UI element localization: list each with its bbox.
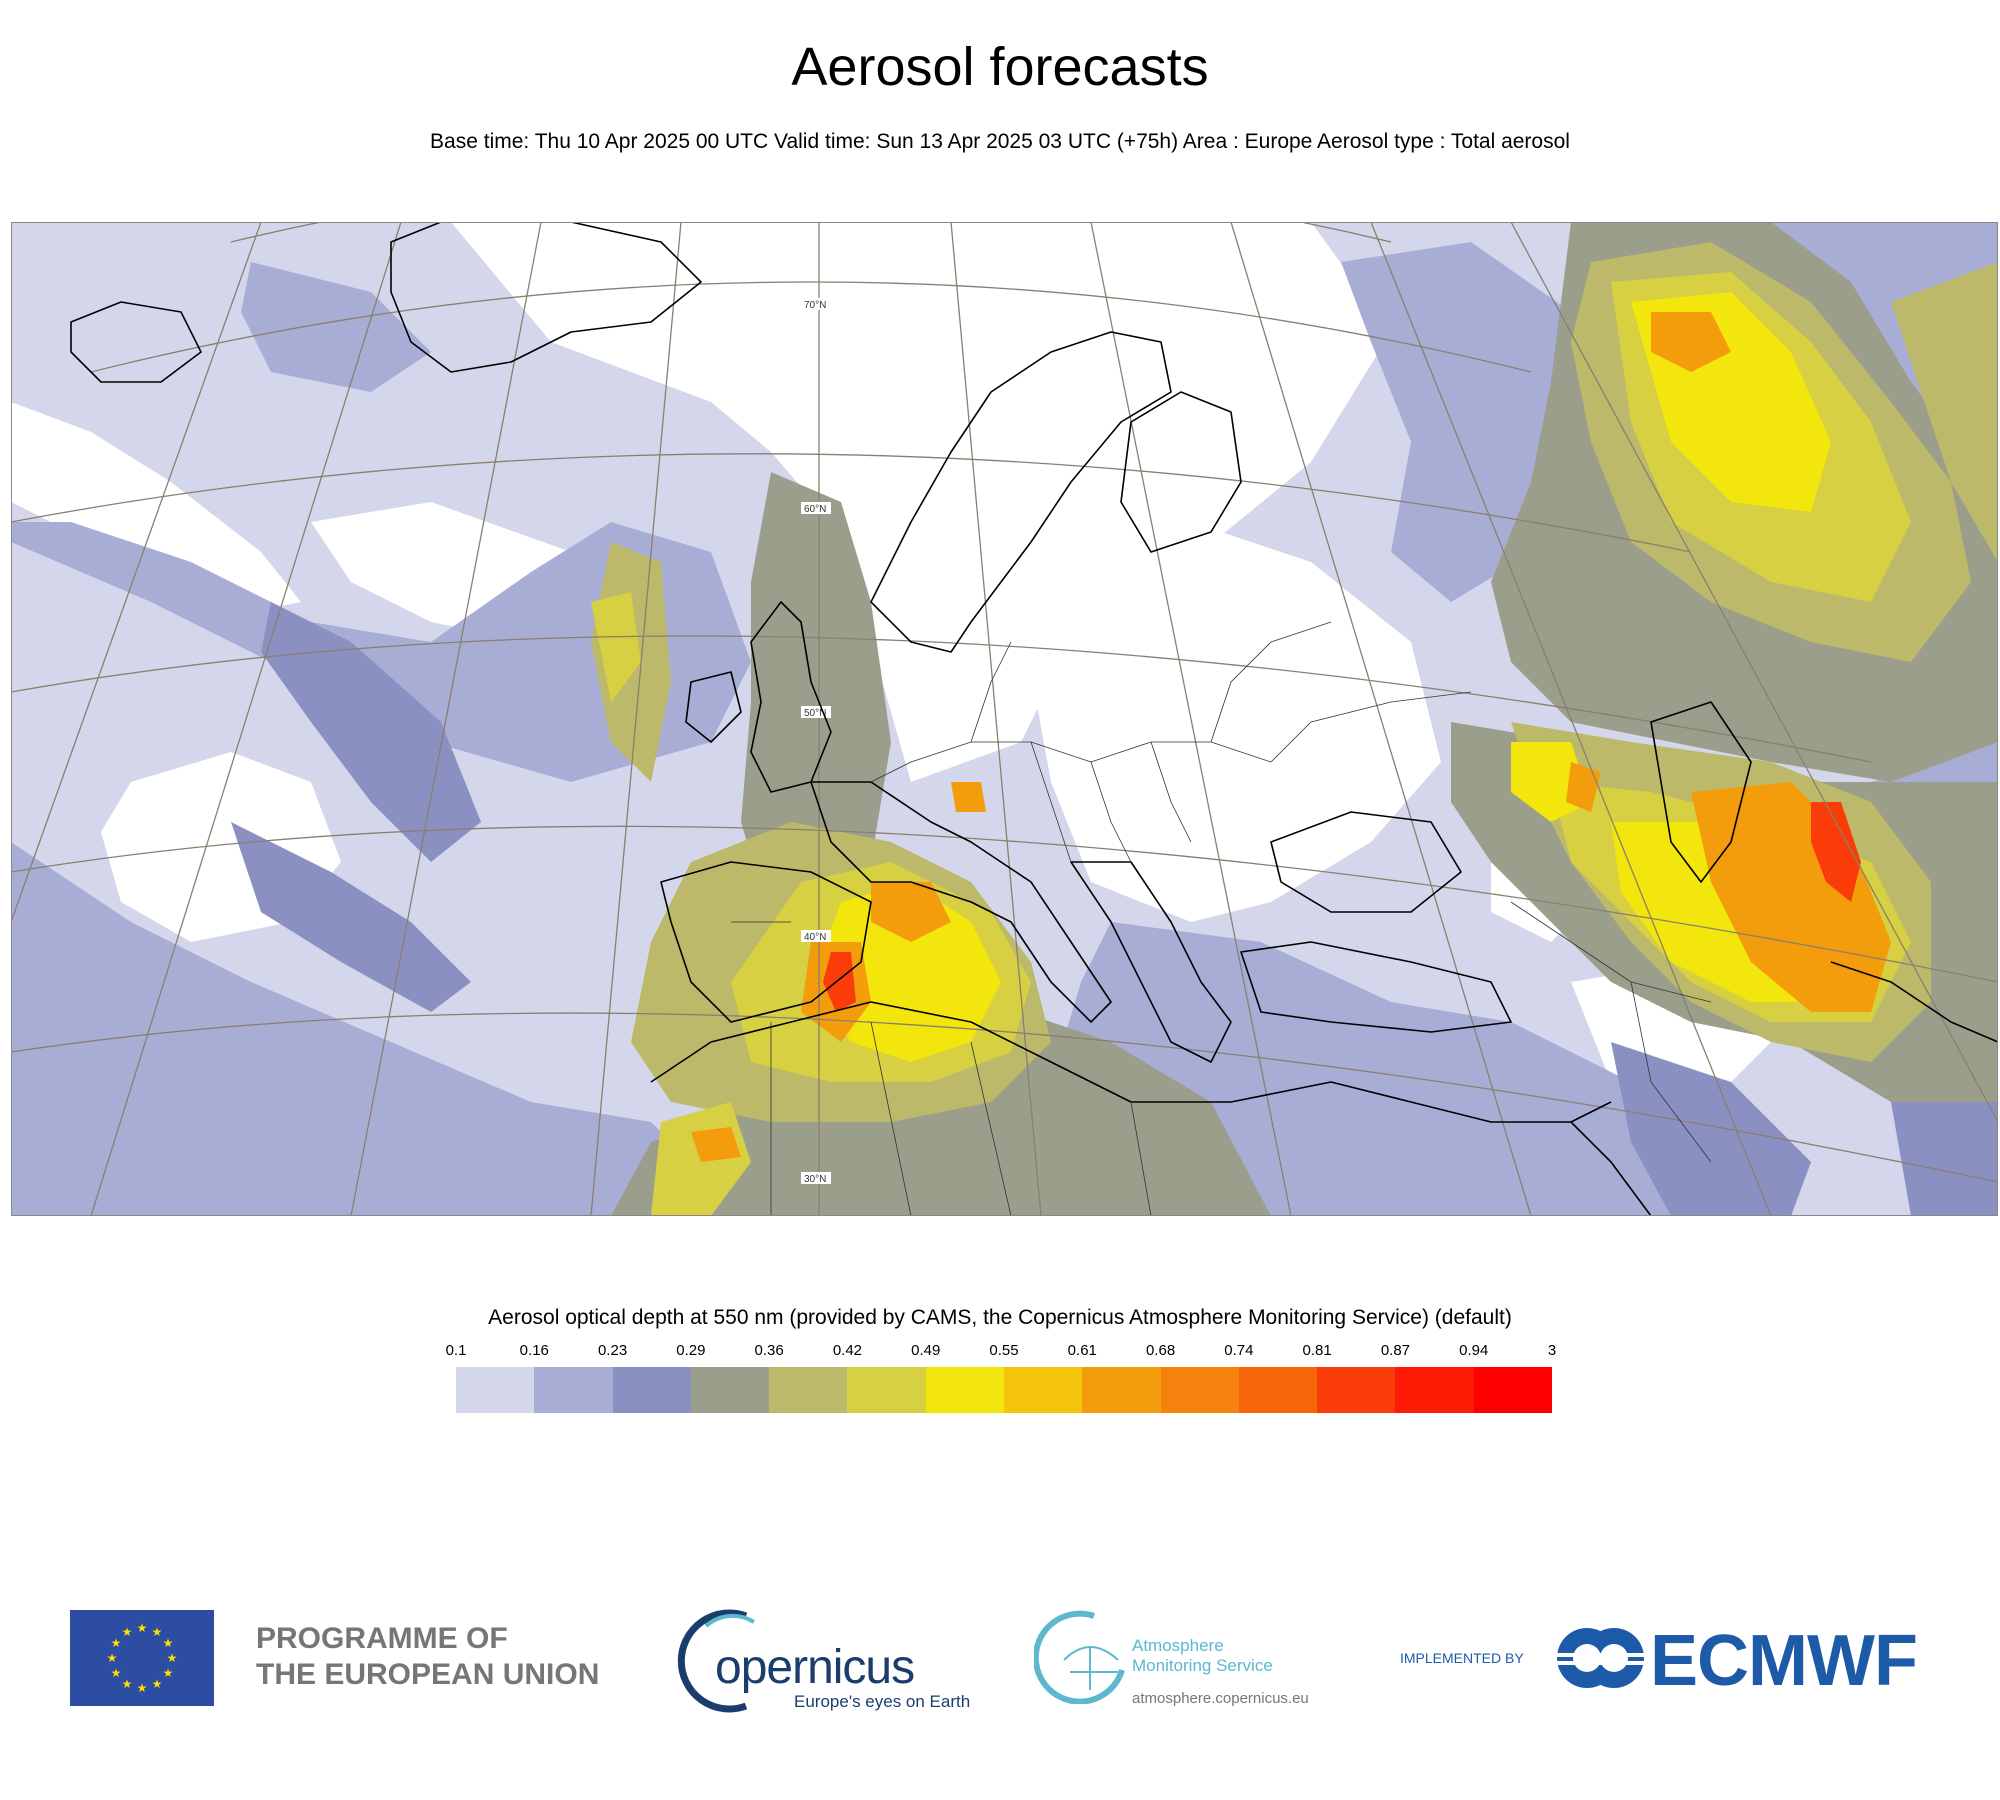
coast-iceland: [70, 301, 202, 383]
aod-high-areas: [823, 802, 1861, 1012]
legend-tick-label: 0.68: [1145, 1342, 1176, 1359]
cams-globe-icon: [1034, 1610, 1125, 1704]
coast-caspian: [1650, 701, 1752, 883]
legend-swatch: [1238, 1367, 1318, 1413]
legend-swatch: [1160, 1367, 1239, 1413]
svg-text:★: ★: [167, 1651, 178, 1665]
legend-swatch: [1395, 1367, 1474, 1413]
lat-label-70: 70°N: [804, 300, 826, 311]
graticule: [11, 222, 1998, 1216]
legend-title: Aerosol optical depth at 550 nm (provide…: [488, 1306, 1512, 1329]
country-borders: [731, 621, 1712, 1216]
ecmwf-mark-icon: [1554, 1628, 1646, 1688]
legend-swatch: [1082, 1367, 1161, 1413]
svg-text:★: ★: [107, 1651, 118, 1665]
coast-greenland: [390, 222, 702, 373]
legend-tick-label: 0.87: [1380, 1342, 1411, 1359]
legend-tick-label: 0.55: [989, 1342, 1019, 1359]
svg-text:★: ★: [152, 1625, 163, 1639]
cams-url: atmosphere.copernicus.eu: [1132, 1690, 1309, 1707]
lat-label-40: 40°N: [804, 932, 826, 943]
coast-ireland: [685, 671, 742, 743]
legend-tick-label: 0.16: [519, 1342, 549, 1359]
legend-swatch: [847, 1367, 926, 1413]
legend-tick-label: 3: [1547, 1342, 1557, 1359]
page-title: Aerosol forecasts: [791, 37, 1209, 97]
coast-scandinavia: [870, 331, 1172, 653]
legend-tick-label: 0.49: [911, 1342, 941, 1359]
legend-tick-label: 0.29: [676, 1342, 706, 1359]
coast-britain: [750, 601, 832, 793]
legend-tick-label: 0.81: [1302, 1342, 1332, 1359]
lat-label-50: 50°N: [804, 708, 826, 719]
legend-tick-label: 0.61: [1067, 1342, 1097, 1359]
lat-label-60: 60°N: [804, 504, 826, 515]
legend-tick-label: 0.74: [1224, 1342, 1254, 1359]
coast-iberia: [660, 861, 872, 1023]
svg-text:★: ★: [111, 1636, 122, 1650]
svg-text:★: ★: [122, 1677, 133, 1691]
eu-flag-logo: ★ ★ ★ ★ ★ ★ ★ ★ ★ ★ ★ ★: [70, 1610, 214, 1706]
copernicus-wordmark: opernicus: [715, 1641, 915, 1694]
ecmwf-wordmark: ECMWF: [1650, 1621, 1918, 1701]
cams-line2: Monitoring Service: [1132, 1656, 1273, 1675]
legend-color-bar: [456, 1367, 1552, 1413]
forecast-subtitle: Base time: Thu 10 Apr 2025 00 UTC Valid …: [430, 130, 1570, 153]
lat-label-box-70: [801, 298, 831, 310]
coast-turkey: [1240, 941, 1512, 1033]
coast-france-italy: [810, 781, 1112, 1023]
legend-swatch: [1003, 1367, 1083, 1413]
svg-text:★: ★: [111, 1666, 122, 1680]
coast-balkans-greece: [1070, 861, 1232, 1063]
svg-text:★: ★: [137, 1621, 148, 1635]
legend-swatch: [690, 1367, 770, 1413]
lat-label-30: 30°N: [804, 1174, 826, 1185]
svg-text:★: ★: [163, 1636, 174, 1650]
svg-text:★: ★: [137, 1681, 148, 1695]
legend-swatch: [925, 1367, 1004, 1413]
lat-label-box-60: [801, 502, 831, 514]
legend-tick-label: 0.1: [445, 1342, 467, 1359]
legend-tick-label: 0.94: [1459, 1342, 1489, 1359]
legend-tick-label: 0.36: [754, 1342, 784, 1359]
legend-swatch: [769, 1367, 848, 1413]
coast-red-sea: [1570, 1121, 1652, 1216]
legend-tick-label: 0.42: [832, 1342, 863, 1359]
eu-programme-line1: PROGRAMME OF: [256, 1622, 508, 1655]
lat-label-box-40: [801, 930, 831, 942]
eu-programme-line2: THE EUROPEAN UNION: [256, 1658, 600, 1691]
lat-labels: 70°N 60°N 50°N 40°N 30°N: [801, 298, 831, 1185]
coast-finland: [1120, 391, 1242, 553]
svg-text:★: ★: [152, 1677, 163, 1691]
legend-swatch: [456, 1367, 535, 1413]
legend-swatch: [612, 1367, 691, 1413]
legend-swatch: [1317, 1367, 1396, 1413]
coastlines: [70, 222, 1998, 1216]
legend-tick-label: 0.23: [597, 1342, 628, 1359]
aerosol-map[interactable]: 70°N 60°N 50°N 40°N 30°N: [11, 222, 1998, 1216]
svg-text:★: ★: [163, 1666, 174, 1680]
implemented-by-label: IMPLEMENTED BY: [1400, 1650, 1524, 1666]
legend-ticks: 0.1 0.16 0.23 0.29 0.36 0.42 0.49 0.55 0.61 0.68 0…: [446, 1342, 1557, 1362]
cams-line1: Atmosphere: [1132, 1636, 1224, 1655]
svg-text:★: ★: [122, 1625, 133, 1639]
coast-persian-gulf: [1830, 961, 1998, 1043]
copernicus-tagline: Europe's eyes on Earth: [794, 1692, 971, 1711]
map-frame: [11, 222, 1998, 1216]
eu-stars-icon: ★ ★★ ★★★ ★★★ ★★★: [107, 1621, 178, 1695]
lat-label-box-30: [801, 1172, 831, 1184]
coast-black-sea: [1270, 811, 1462, 913]
legend-swatch: [1473, 1367, 1552, 1413]
copernicus-arc-icon: [677, 1609, 756, 1713]
legend-swatch: [534, 1367, 613, 1413]
